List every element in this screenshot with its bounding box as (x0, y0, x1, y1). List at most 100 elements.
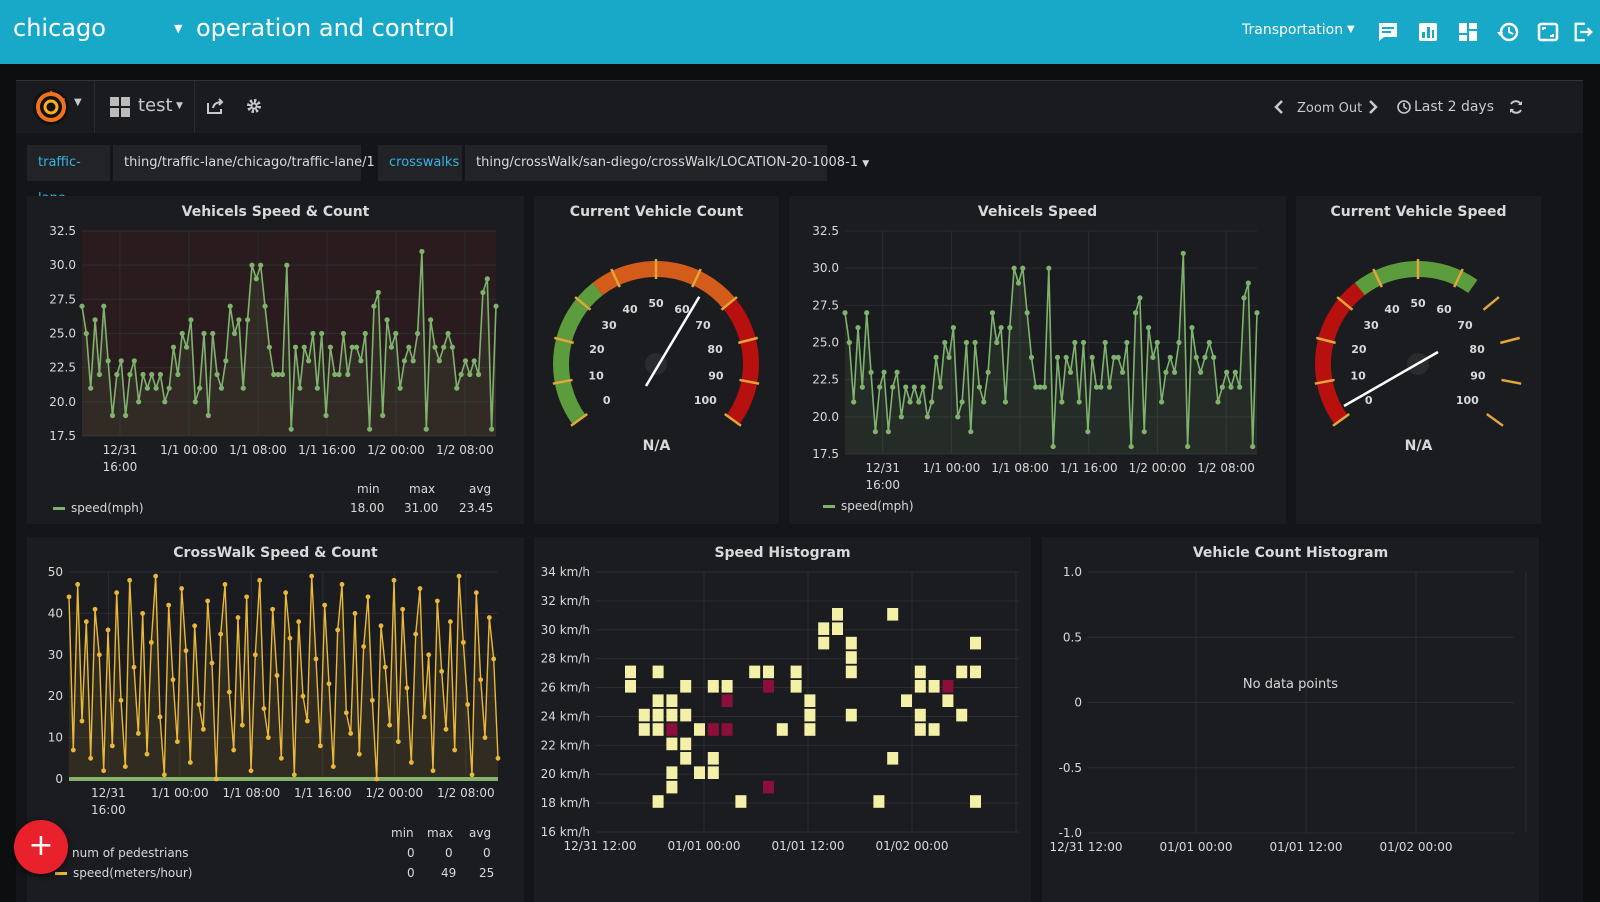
data-point (192, 623, 198, 629)
legend-series-pedestrians[interactable]: num of pedestrians (72, 846, 189, 860)
chart-icon[interactable] (1416, 20, 1440, 44)
data-point (410, 358, 416, 364)
variable-select-traffic-lane[interactable]: thing/traffic-lane/chicago/traffic-lane/… (113, 145, 386, 181)
zoom-out-button[interactable]: Zoom Out (1297, 101, 1363, 116)
data-point (296, 619, 302, 625)
time-range-picker[interactable]: Last 2 days (1414, 99, 1495, 115)
data-point (1124, 339, 1130, 346)
dashboard-name-caret[interactable]: ▼ (176, 101, 183, 111)
y-tick-label: 22.5 (812, 373, 839, 387)
variable-select-crosswalks[interactable]: thing/crossWalk/san-diego/crossWalk/LOCA… (465, 145, 869, 181)
data-point (1141, 429, 1147, 435)
gear-icon[interactable] (246, 98, 262, 114)
y-tick-label: 30.0 (49, 258, 76, 272)
heatmap-cell (763, 680, 774, 693)
data-point (430, 768, 436, 774)
x-tick-label: 1/2 00:00 (367, 443, 425, 457)
data-point (96, 371, 103, 378)
data-point (161, 772, 167, 778)
add-fab-button[interactable]: + (14, 820, 68, 874)
data-point (205, 412, 211, 419)
heatmap-cell (832, 608, 843, 621)
grafana-logo-icon[interactable] (32, 88, 70, 126)
logout-icon[interactable] (1572, 20, 1594, 44)
x-tick-label: 1/1 08:00 (229, 443, 287, 457)
legend-header-min[interactable]: min (391, 826, 414, 840)
comment-icon[interactable] (1376, 20, 1400, 44)
x-tick-label: 01/02 00:00 (876, 839, 949, 853)
data-point (387, 722, 393, 728)
data-point (413, 631, 419, 637)
data-point (258, 262, 264, 268)
heatmap-cell (707, 766, 719, 779)
chevron-right-icon[interactable] (1368, 100, 1378, 114)
data-point (153, 573, 159, 579)
heatmap-cell (928, 723, 940, 736)
panel-title[interactable]: Current Vehicle Speed (1330, 204, 1507, 220)
data-point (989, 310, 996, 316)
data-point (300, 693, 306, 699)
share-icon[interactable] (206, 98, 224, 114)
legend-header-max[interactable]: max (427, 826, 454, 840)
panel-title[interactable]: Vehicels Speed & Count (181, 204, 370, 220)
legend-header-min[interactable]: min (357, 482, 380, 496)
chevron-left-icon[interactable] (1274, 100, 1284, 114)
data-point (349, 344, 355, 350)
fullscreen-icon[interactable] (1536, 20, 1560, 44)
project-dropdown-caret[interactable]: ▼ (1347, 24, 1355, 35)
data-point (166, 385, 172, 391)
legend-header-avg[interactable]: avg (469, 482, 492, 496)
panel-title[interactable]: CrossWalk Speed & Count (173, 545, 378, 561)
logo-caret[interactable]: ▼ (74, 97, 82, 108)
data-point (257, 577, 263, 583)
data-point (401, 358, 408, 364)
data-point (1080, 339, 1087, 346)
data-point (868, 369, 874, 375)
gauge-tick-label: 20 (1351, 343, 1367, 356)
dashboard-icon[interactable] (1456, 20, 1480, 44)
legend-header-avg[interactable]: avg (469, 826, 492, 840)
gauge-tick-label: 40 (1384, 303, 1400, 316)
data-point (1228, 384, 1234, 390)
x-tick-label: 1/2 08:00 (1197, 461, 1255, 475)
gauge-needle (1343, 350, 1439, 408)
legend-header-max[interactable]: max (409, 482, 436, 496)
gauge-tick-label: 0 (603, 394, 611, 407)
grid-icon (110, 97, 130, 117)
crosswalk-chart: 0 10 20 30 40 50 12/31 16:00 1/1 00:00 1/1 08:00 1… (48, 565, 501, 817)
data-point (898, 414, 904, 420)
clock-icon (1397, 100, 1411, 114)
panel-title[interactable]: Vehicle Count Histogram (1192, 545, 1389, 561)
city-selector[interactable]: chicago (13, 14, 106, 42)
data-point (877, 384, 883, 390)
data-point (127, 577, 133, 583)
data-point (1206, 339, 1212, 346)
data-point (1219, 384, 1225, 390)
gauge-value: N/A (642, 438, 671, 454)
heatmap-cell (901, 694, 912, 707)
project-selector[interactable]: Transportation (1242, 22, 1344, 38)
data-point (968, 429, 974, 435)
panel-title[interactable]: Current Vehicle Count (569, 204, 744, 220)
history-icon[interactable] (1496, 20, 1520, 44)
heatmap-cell (721, 680, 733, 693)
data-point (408, 760, 414, 765)
heatmap-cell (749, 665, 761, 679)
legend-series-speed[interactable]: speed(mph) (823, 499, 914, 513)
data-point (1163, 369, 1169, 375)
y-tick-label: 20 (48, 689, 63, 703)
count-histogram-chart: -1.0 -0.5 0 0.5 1.0 12/31 12:00 01/01 00:00 01/… (1050, 565, 1527, 854)
data-point (140, 611, 146, 616)
refresh-icon[interactable] (1508, 99, 1524, 115)
data-point (187, 760, 193, 765)
panel-title[interactable]: Vehicels Speed (977, 204, 1098, 220)
heatmap-cell (694, 766, 705, 779)
city-dropdown-caret[interactable]: ▼ (174, 22, 183, 35)
legend-series-speed[interactable]: speed(mph) (53, 501, 144, 515)
legend-series-speed[interactable]: speed(meters/hour) (55, 866, 193, 880)
data-point (365, 594, 371, 600)
panel-title[interactable]: Speed Histogram (714, 545, 851, 561)
heatmap-cell (707, 723, 719, 736)
dashboard-name[interactable]: test (138, 95, 173, 116)
panel-current-vehicle-count: Current Vehicle Count 0 10 20 30 40 50 60 70 80 9… (534, 196, 779, 524)
